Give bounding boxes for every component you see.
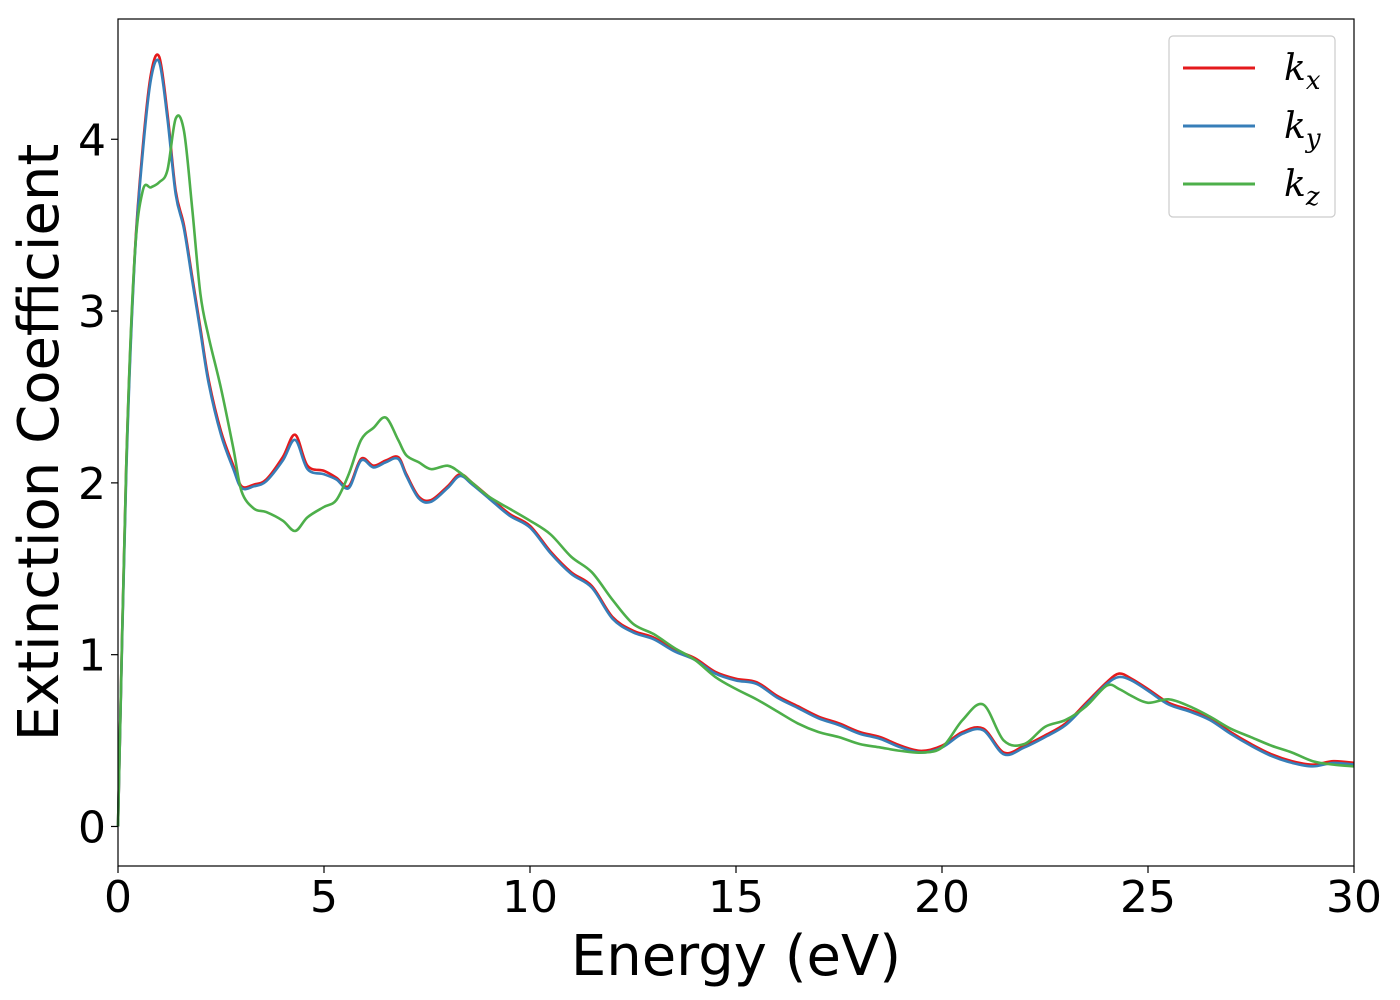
x-tick-label: 0 — [104, 872, 132, 923]
legend-label-base: k — [1284, 164, 1306, 205]
legend-label-base: k — [1284, 106, 1306, 147]
legend-label-x: kx — [1284, 48, 1321, 96]
y-axis: 0 1 2 3 4 — [78, 115, 118, 853]
legend-label-subscript: z — [1305, 182, 1320, 212]
y-tick-label: 0 — [78, 802, 106, 853]
legend-label-y: ky — [1284, 106, 1321, 154]
series-layer — [116, 53, 1355, 827]
series-line-y — [116, 58, 1355, 827]
y-tick-label: 2 — [78, 459, 106, 510]
x-tick-label: 5 — [310, 872, 338, 923]
x-tick-label: 10 — [502, 872, 558, 923]
legend-label-base: k — [1284, 48, 1306, 89]
y-tick-label: 4 — [78, 115, 106, 166]
y-tick-label: 3 — [78, 287, 106, 338]
y-axis-title: Extinction Coefficient — [7, 144, 72, 742]
series-line-z — [116, 114, 1355, 827]
legend-label-subscript: x — [1306, 66, 1321, 96]
x-tick-label: 30 — [1326, 872, 1382, 923]
x-tick-label: 25 — [1120, 872, 1176, 923]
legend-label-z: kz — [1284, 164, 1320, 212]
legend-label-subscript: y — [1305, 124, 1321, 154]
x-axis-title: Energy (eV) — [571, 924, 901, 989]
x-axis: 0 5 10 15 20 25 30 — [104, 866, 1382, 923]
x-tick-label: 15 — [708, 872, 764, 923]
y-tick-label: 1 — [78, 631, 106, 682]
x-tick-label: 20 — [914, 872, 970, 923]
